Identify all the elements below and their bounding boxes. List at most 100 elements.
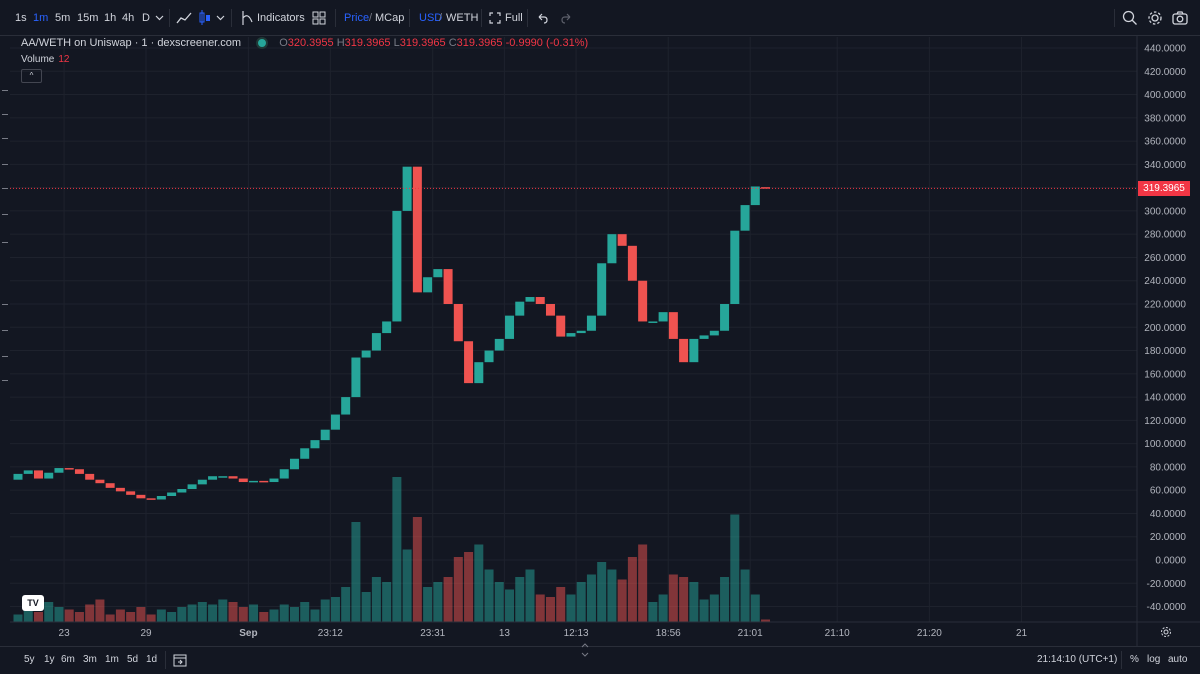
change-value: -0.9990 (-0.31%) [505, 37, 589, 49]
candle [351, 357, 361, 398]
usd-toggle[interactable]: USD [419, 12, 443, 24]
line-chart-icon[interactable] [176, 10, 192, 26]
fullscreen-icon[interactable] [489, 12, 501, 24]
volume-bar [453, 557, 463, 622]
volume-bar [187, 604, 197, 622]
divider [527, 9, 528, 27]
range-6m[interactable]: 6m [61, 654, 75, 665]
tradingview-logo-icon[interactable]: TV [22, 595, 44, 611]
range-5d[interactable]: 5d [127, 654, 139, 665]
y-tick-label: 220.0000 [1144, 300, 1186, 311]
volume-bar [249, 604, 259, 622]
candle [177, 489, 187, 493]
drawing-tool-icon[interactable] [2, 138, 8, 139]
timeframe-1h[interactable]: 1h [104, 12, 117, 24]
resize-handle-icon[interactable] [581, 643, 589, 657]
candle [249, 480, 259, 483]
range-1d[interactable]: 1d [146, 654, 158, 665]
candle [402, 166, 412, 211]
timeframe-1s[interactable]: 1s [15, 12, 27, 24]
candle [740, 205, 750, 231]
drawing-tool-icon[interactable] [2, 242, 8, 243]
x-tick-label: 21:20 [917, 628, 942, 639]
y-tick-label: 100.0000 [1144, 439, 1186, 450]
volume-bar [761, 619, 771, 622]
y-tick-label: 260.0000 [1144, 253, 1186, 264]
volume-bar [515, 577, 525, 622]
weth-toggle[interactable]: WETH [446, 12, 479, 24]
volume-bar [730, 514, 740, 622]
drawing-tool-icon[interactable] [2, 380, 8, 381]
redo-icon[interactable] [561, 12, 573, 24]
camera-icon[interactable] [1172, 10, 1188, 26]
candle [576, 330, 586, 334]
timezone-gear-icon[interactable] [1160, 626, 1172, 638]
indicators-icon[interactable] [240, 10, 254, 26]
templates-icon[interactable] [312, 11, 326, 25]
drawing-tool-icon[interactable] [2, 188, 8, 189]
candle [679, 338, 689, 363]
range-1y[interactable]: 1y [44, 654, 55, 665]
volume-bar [85, 604, 95, 622]
drawing-tool-icon[interactable] [2, 214, 8, 215]
candle [433, 269, 443, 278]
candle [85, 473, 95, 480]
drawing-tool-icon[interactable] [2, 356, 8, 357]
volume-bar [617, 579, 627, 622]
y-tick-label: 140.0000 [1144, 393, 1186, 404]
close-value: 319.3965 [456, 37, 503, 49]
candle [187, 484, 197, 490]
chevron-down-icon[interactable] [216, 14, 225, 22]
full-button[interactable]: Full [505, 12, 523, 24]
volume-bar [699, 599, 709, 622]
mcap-toggle[interactable]: MCap [375, 12, 405, 24]
drawing-tool-icon[interactable] [2, 164, 8, 165]
volume-bar [474, 544, 484, 622]
volume-bar [371, 577, 381, 622]
timeframe-15m[interactable]: 15m [77, 12, 99, 24]
zoom-icon[interactable] [1122, 10, 1138, 26]
chevron-down-icon[interactable] [155, 14, 164, 22]
timeframe-5m[interactable]: 5m [55, 12, 71, 24]
auto-toggle[interactable]: auto [1168, 654, 1188, 665]
candle [750, 186, 760, 206]
drawing-tool-icon[interactable] [2, 90, 8, 91]
candle [146, 498, 156, 500]
top-toolbar: 1s 1m 5m 15m 1h 4h D Indicators Price / … [0, 0, 1200, 36]
undo-icon[interactable] [536, 12, 548, 24]
volume-bar [208, 604, 218, 622]
range-5y[interactable]: 5y [24, 654, 35, 665]
price-toggle[interactable]: Price [344, 12, 370, 24]
candle [443, 269, 453, 304]
slash-separator: / [439, 12, 443, 24]
drawing-tool-icon[interactable] [2, 114, 8, 115]
x-tick-label: 21:10 [825, 628, 850, 639]
collapse-legend-button[interactable]: ^ [21, 69, 42, 83]
y-tick-label: 420.0000 [1144, 67, 1186, 78]
range-3m[interactable]: 3m [83, 654, 97, 665]
drawing-tool-icon[interactable] [2, 304, 8, 305]
candle [484, 350, 494, 363]
price-chart[interactable]: 440.0000 420.0000 400.0000 380.0000 360.0000… [0, 0, 1200, 646]
range-1m[interactable]: 1m [105, 654, 119, 665]
indicators-button[interactable]: Indicators [257, 12, 305, 24]
volume-bar [115, 609, 125, 622]
percent-toggle[interactable]: % [1130, 654, 1139, 665]
timeframe-1m[interactable]: 1m [33, 12, 49, 24]
timeframe-4h[interactable]: 4h [122, 12, 135, 24]
drawing-tool-icon[interactable] [2, 330, 8, 331]
candle [156, 496, 166, 500]
clock-timezone[interactable]: 21:14:10 (UTC+1) [1037, 654, 1118, 665]
timeframe-d[interactable]: D [142, 12, 150, 24]
candle [699, 335, 709, 339]
x-tick-label: Sep [239, 628, 257, 639]
candle [545, 304, 555, 316]
gear-icon[interactable] [1147, 10, 1163, 26]
log-toggle[interactable]: log [1147, 654, 1161, 665]
candles-icon[interactable] [198, 10, 212, 26]
candle [361, 350, 371, 358]
candle [648, 321, 658, 323]
candle [136, 494, 146, 499]
date-range-icon[interactable] [173, 653, 187, 667]
candle [474, 362, 484, 384]
